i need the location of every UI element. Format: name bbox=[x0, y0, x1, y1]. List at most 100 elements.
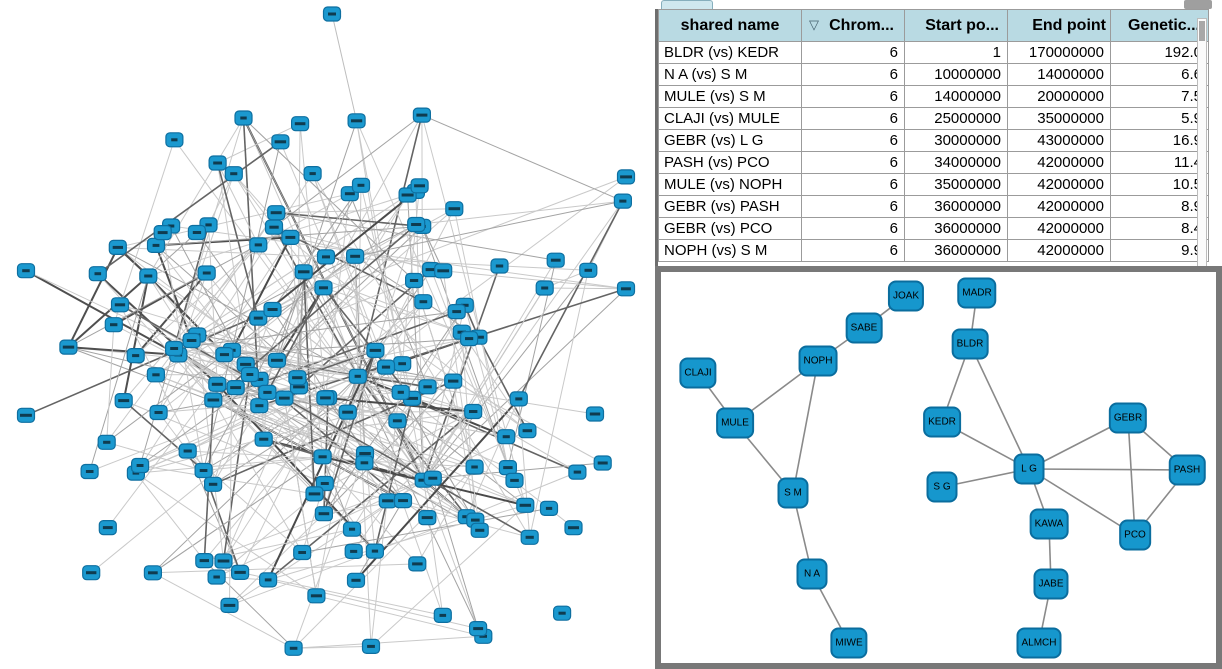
network-node-kedr[interactable]: KEDR bbox=[923, 406, 961, 438]
table-cell[interactable]: 6 bbox=[801, 107, 905, 130]
network-node-pco[interactable]: PCO bbox=[1119, 519, 1151, 551]
network-node-bldr[interactable]: BLDR bbox=[951, 328, 989, 360]
table-cell[interactable]: N A (vs) S M bbox=[658, 63, 802, 86]
table-cell[interactable]: GEBR (vs) L G bbox=[658, 129, 802, 152]
table-cell[interactable]: CLAJI (vs) MULE bbox=[658, 107, 802, 130]
table-cell[interactable]: PASH (vs) PCO bbox=[658, 151, 802, 174]
table-cell[interactable]: 42000000 bbox=[1007, 195, 1111, 218]
column-header-genetic[interactable]: Genetic... bbox=[1110, 9, 1209, 42]
network-node-miwe[interactable]: MIWE bbox=[830, 627, 868, 659]
table-cell[interactable]: 20000000 bbox=[1007, 85, 1111, 108]
network-node-claji[interactable]: CLAJI bbox=[679, 357, 717, 389]
table-cell[interactable]: 6 bbox=[801, 173, 905, 196]
table-cell[interactable]: 30000000 bbox=[904, 129, 1008, 152]
table-row[interactable]: CLAJI (vs) MULE 6 25000000 35000000 5.9 bbox=[658, 107, 1209, 130]
network-node-s-g[interactable]: S G bbox=[926, 471, 958, 503]
table-row[interactable]: PASH (vs) PCO 6 34000000 42000000 11.4 bbox=[658, 151, 1209, 174]
filter-icon[interactable]: ▽ bbox=[809, 17, 819, 32]
table-cell[interactable]: 192.0 bbox=[1110, 41, 1209, 64]
table-cell[interactable]: GEBR (vs) PCO bbox=[658, 217, 802, 240]
table-cell[interactable]: 42000000 bbox=[1007, 173, 1111, 196]
table-cell[interactable]: 14000000 bbox=[1007, 63, 1111, 86]
table-cell[interactable]: 34000000 bbox=[904, 151, 1008, 174]
column-header-shared-name[interactable]: shared name bbox=[658, 9, 802, 42]
column-header-label: Genetic... bbox=[1127, 16, 1200, 34]
network-node-label bbox=[292, 376, 303, 380]
network-node-jabe[interactable]: JABE bbox=[1033, 568, 1069, 600]
table-row[interactable]: NOPH (vs) S M 6 36000000 42000000 9.9 bbox=[658, 239, 1209, 262]
network-node-kawa[interactable]: KAWA bbox=[1029, 508, 1069, 540]
table-cell[interactable]: GEBR (vs) PASH bbox=[658, 195, 802, 218]
scrollbar-fragment[interactable] bbox=[1184, 0, 1212, 9]
table-cell[interactable]: 43000000 bbox=[1007, 129, 1111, 152]
table-cell[interactable]: 14000000 bbox=[904, 85, 1008, 108]
table-cell[interactable]: 9.9 bbox=[1110, 239, 1209, 262]
table-cell[interactable]: 35000000 bbox=[904, 173, 1008, 196]
table-cell[interactable]: MULE (vs) NOPH bbox=[658, 173, 802, 196]
table-cell[interactable]: 5.9 bbox=[1110, 107, 1209, 130]
large-network-view[interactable] bbox=[0, 0, 645, 669]
table-cell[interactable]: 7.5 bbox=[1110, 85, 1209, 108]
network-node-s-m[interactable]: S M bbox=[777, 477, 809, 509]
table-row[interactable]: BLDR (vs) KEDR 6 1 170000000 192.0 bbox=[658, 41, 1209, 64]
table-row[interactable]: GEBR (vs) L G 6 30000000 43000000 16.9 bbox=[658, 129, 1209, 152]
table-cell[interactable]: 170000000 bbox=[1007, 41, 1111, 64]
network-node-mule[interactable]: MULE bbox=[716, 407, 754, 439]
table-cell[interactable]: 10000000 bbox=[904, 63, 1008, 86]
table-cell[interactable]: 1 bbox=[904, 41, 1008, 64]
network-node-joak[interactable]: JOAK bbox=[887, 280, 925, 312]
table-cell[interactable]: 6 bbox=[801, 63, 905, 86]
small-network-panel: JOAK SABE NOPH CLAJI MULE S M N A MIWE MADR BLDR K… bbox=[655, 266, 1222, 669]
table-cell[interactable]: 6 bbox=[801, 129, 905, 152]
network-edge bbox=[67, 275, 149, 348]
network-node-almch[interactable]: ALMCH bbox=[1016, 627, 1062, 659]
small-network-canvas[interactable]: JOAK SABE NOPH CLAJI MULE S M N A MIWE MADR BLDR K… bbox=[661, 272, 1216, 663]
network-node-noph[interactable]: NOPH bbox=[798, 345, 838, 377]
table-row[interactable]: GEBR (vs) PCO 6 36000000 42000000 8.4 bbox=[658, 217, 1209, 240]
table-cell[interactable]: 11.4 bbox=[1110, 151, 1209, 174]
table-row[interactable]: GEBR (vs) PASH 6 36000000 42000000 8.9 bbox=[658, 195, 1209, 218]
table-cell[interactable]: 6 bbox=[801, 151, 905, 174]
table-cell[interactable]: 42000000 bbox=[1007, 151, 1111, 174]
network-node-l-g[interactable]: L G bbox=[1013, 453, 1045, 485]
network-node-sabe[interactable]: SABE bbox=[845, 312, 883, 344]
table-cell[interactable]: 8.4 bbox=[1110, 217, 1209, 240]
table-cell[interactable]: 10.5 bbox=[1110, 173, 1209, 196]
table-cell[interactable]: 36000000 bbox=[904, 195, 1008, 218]
network-edge bbox=[400, 392, 481, 531]
table-cell[interactable]: 42000000 bbox=[1007, 217, 1111, 240]
table-cell[interactable]: 36000000 bbox=[904, 217, 1008, 240]
network-node-pash[interactable]: PASH bbox=[1168, 454, 1206, 486]
table-cell[interactable]: 8.9 bbox=[1110, 195, 1209, 218]
column-header-end-point[interactable]: End point bbox=[1007, 9, 1111, 42]
table-row[interactable]: MULE (vs) NOPH 6 35000000 42000000 10.5 bbox=[658, 173, 1209, 196]
table-row[interactable]: N A (vs) S M 6 10000000 14000000 6.6 bbox=[658, 63, 1209, 86]
large-network-canvas[interactable] bbox=[0, 0, 645, 669]
table-cell[interactable]: 6.6 bbox=[1110, 63, 1209, 86]
table-cell[interactable]: 6 bbox=[801, 217, 905, 240]
table-cell[interactable]: MULE (vs) S M bbox=[658, 85, 802, 108]
table-cell[interactable]: 35000000 bbox=[1007, 107, 1111, 130]
network-node-gebr[interactable]: GEBR bbox=[1108, 402, 1148, 434]
table-cell[interactable]: 6 bbox=[801, 85, 905, 108]
table-cell[interactable]: 6 bbox=[801, 239, 905, 262]
network-node-label bbox=[397, 390, 404, 394]
table-cell[interactable]: 25000000 bbox=[904, 107, 1008, 130]
scrollbar-thumb[interactable] bbox=[1199, 21, 1205, 41]
table-cell[interactable]: 36000000 bbox=[904, 239, 1008, 262]
table-row[interactable]: MULE (vs) S M 6 14000000 20000000 7.5 bbox=[658, 85, 1209, 108]
table-cell[interactable]: 42000000 bbox=[1007, 239, 1111, 262]
column-header-start-position[interactable]: Start po... bbox=[904, 9, 1008, 42]
network-node-madr[interactable]: MADR bbox=[957, 277, 997, 309]
table-cell[interactable]: 16.9 bbox=[1110, 129, 1209, 152]
column-header-chromosome[interactable]: ▽ Chrom... bbox=[801, 9, 905, 42]
table-vertical-scrollbar[interactable] bbox=[1197, 18, 1207, 274]
network-node-label bbox=[171, 138, 178, 142]
table-cell[interactable]: 6 bbox=[801, 195, 905, 218]
table-cell[interactable]: 6 bbox=[801, 41, 905, 64]
network-node-n-a[interactable]: N A bbox=[796, 558, 828, 590]
panel-tab-fragment[interactable] bbox=[661, 0, 713, 9]
table-cell[interactable]: NOPH (vs) S M bbox=[658, 239, 802, 262]
network-edge bbox=[203, 141, 281, 471]
table-cell[interactable]: BLDR (vs) KEDR bbox=[658, 41, 802, 64]
